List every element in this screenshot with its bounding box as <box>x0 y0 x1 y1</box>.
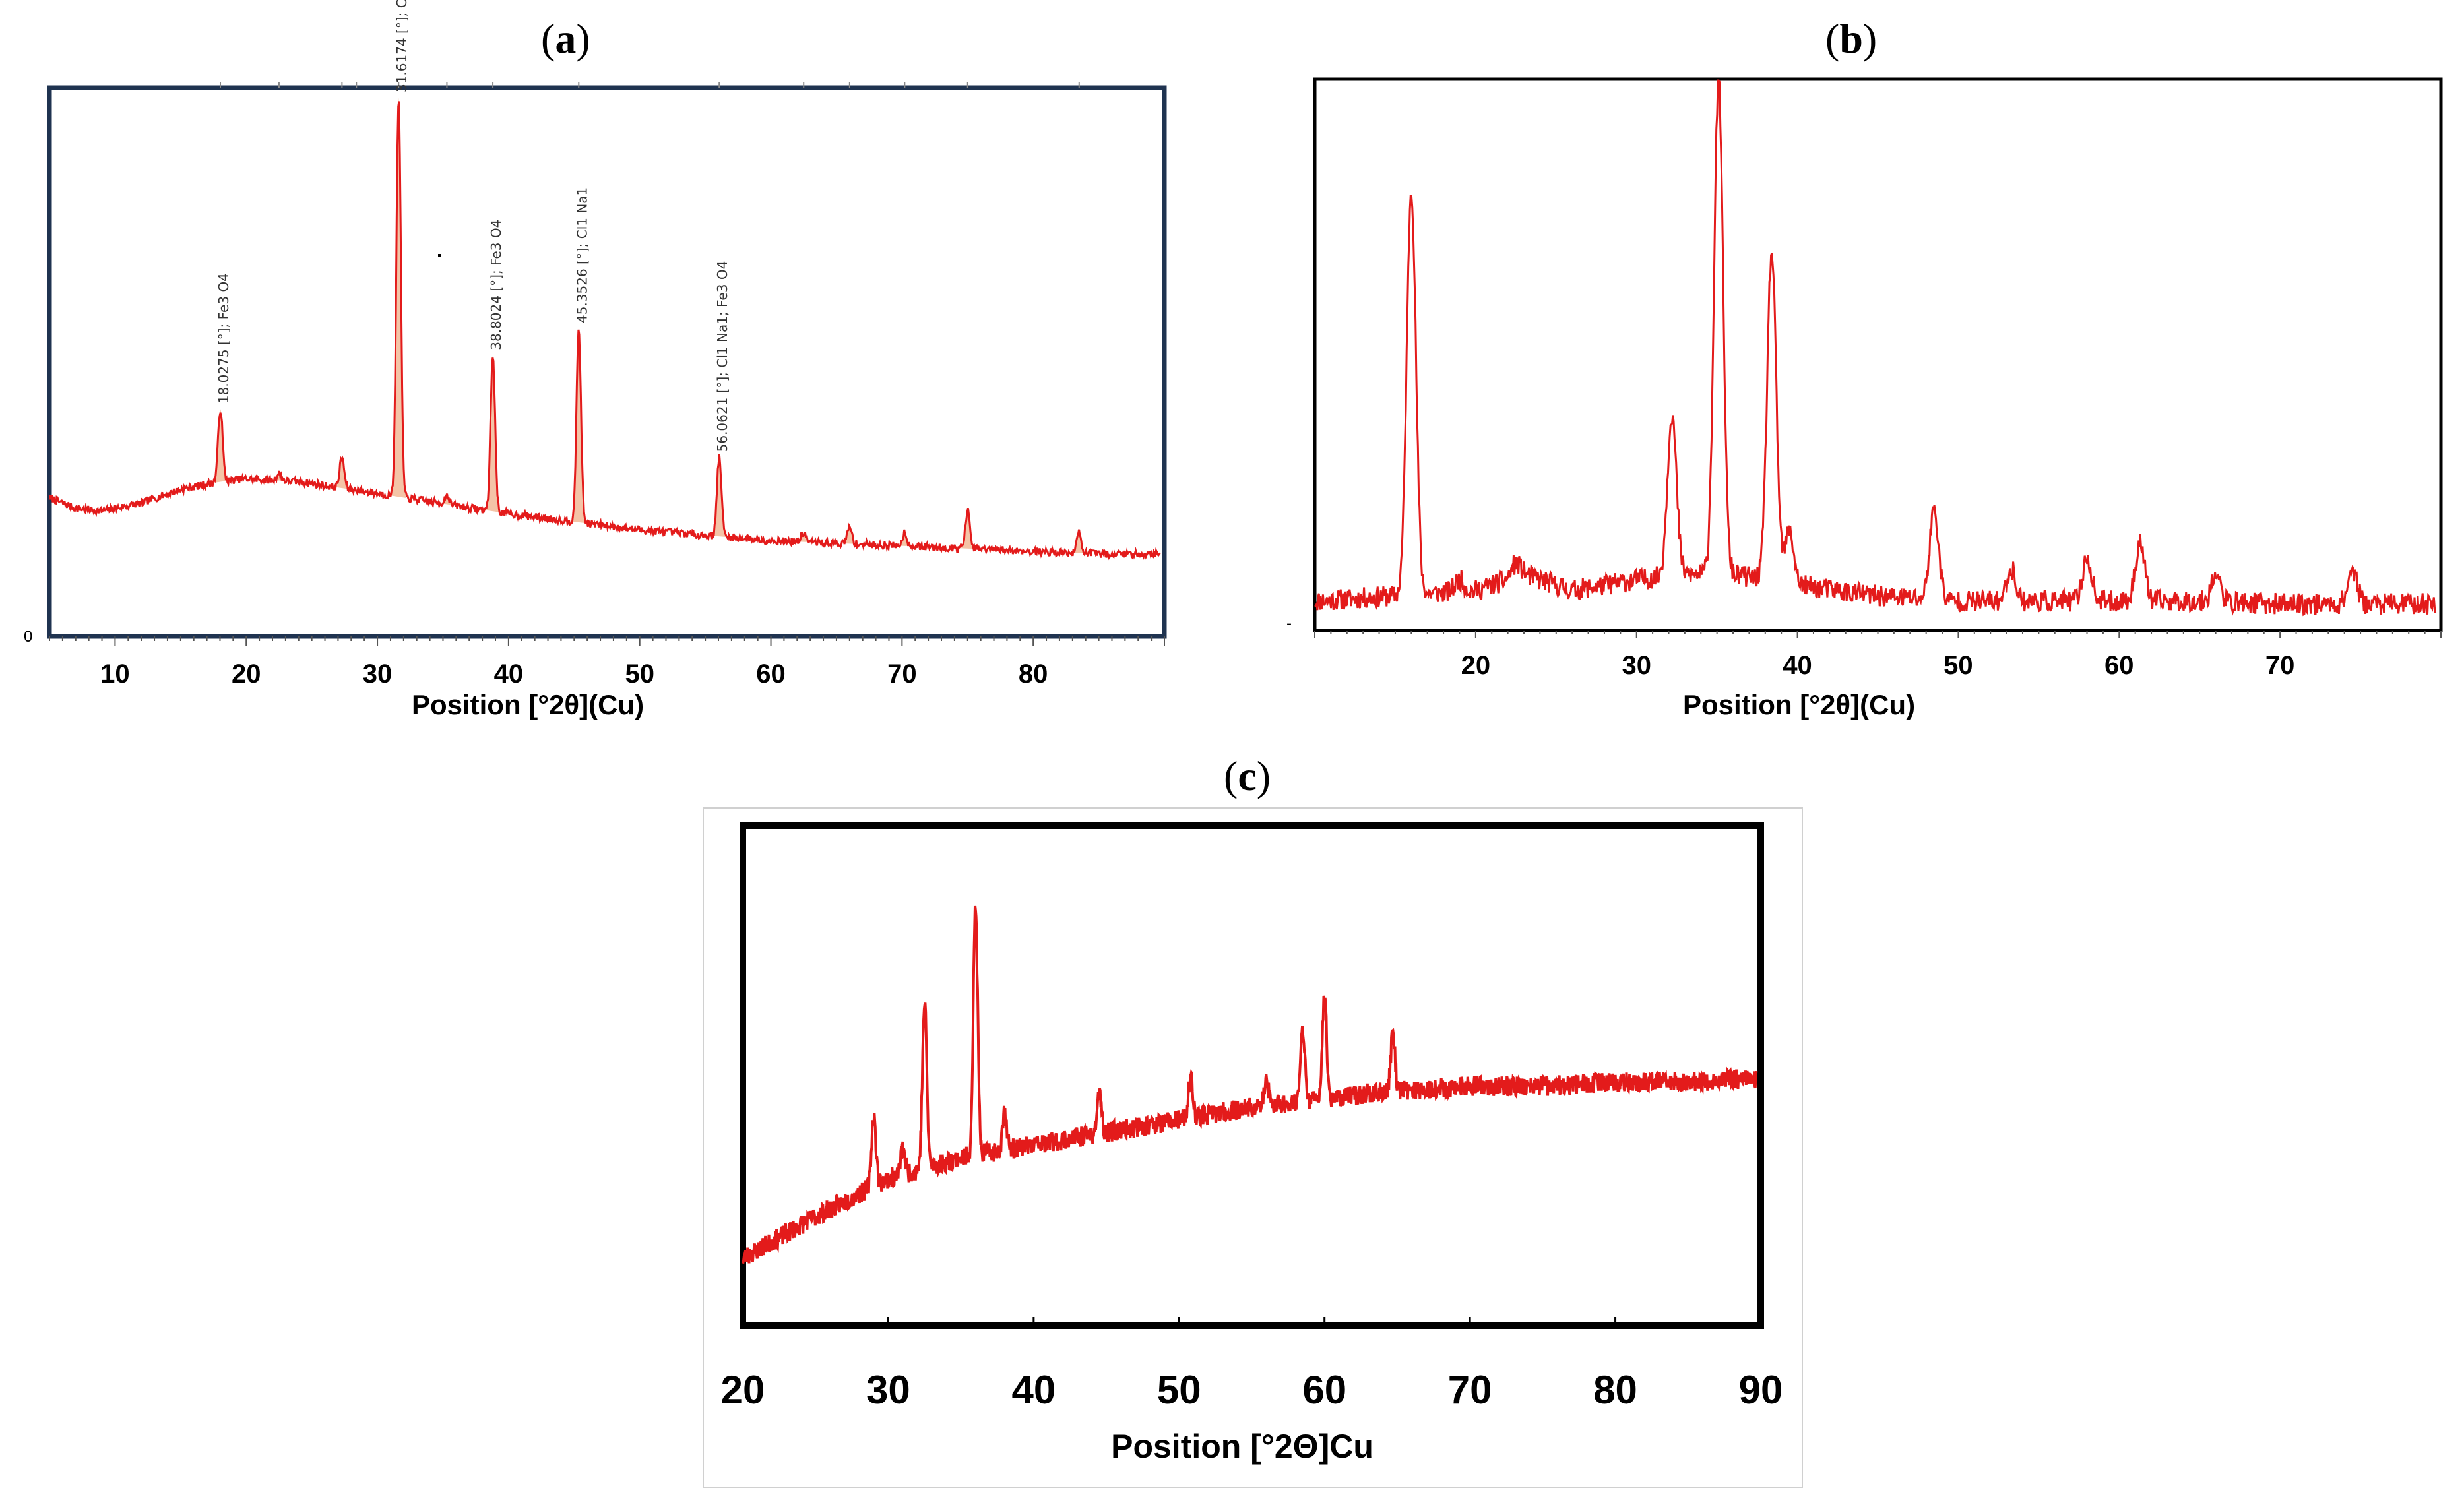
panel-c-x-tick-label: 20 <box>721 1368 765 1412</box>
panel-c-x-tick-label: 80 <box>1593 1368 1637 1412</box>
panel-a-peak-label-6: 38.8024 [°]; Fe3 O4 <box>488 220 504 350</box>
panel-b-x-tick-label: 70 <box>2265 651 2295 680</box>
panel-a-peak-fill-7 <box>571 328 587 524</box>
panel-a-x-tick-label: 10 <box>100 660 130 689</box>
panel-b-x-axis: 20 30 40 50 60 70 <box>1314 631 2442 680</box>
panel-a-peak-fill-0 <box>212 409 228 483</box>
panel-b-trace <box>1314 79 2437 617</box>
panel-c-x-axis: 20 30 40 50 60 70 80 90 <box>721 1317 1783 1412</box>
panel-a-reference-ticks <box>220 82 1080 88</box>
panel-a-x-tick-label: 80 <box>1019 660 1048 689</box>
panel-a-label: (a) <box>541 15 590 62</box>
panel-a-x-tick-label: 70 <box>887 660 917 689</box>
panel-a-x-tick-label: 40 <box>494 660 524 689</box>
panel-a-peak-fill-4 <box>391 98 407 499</box>
panel-c-chart: 20 30 40 50 60 70 80 90 Position [°2Θ]Cu <box>703 807 1803 1488</box>
panel-a-frame <box>47 85 1167 639</box>
panel-c-x-label: Position [°2Θ]Cu <box>1111 1428 1374 1465</box>
panel-a-marker-dot <box>438 254 441 257</box>
panel-b-x-label: Position [°2θ](Cu) <box>1683 689 1915 720</box>
panel-a-trace <box>48 101 1161 561</box>
panel-c-outer-border <box>703 807 1803 1488</box>
panel-c-x-tick-label: 50 <box>1157 1368 1201 1412</box>
panel-a-chart: 10 20 30 40 50 60 70 80 18.0275 [°]; Fe3 O4 31.6… <box>24 0 1167 720</box>
panel-b-chart: 20 30 40 50 60 70 - Position [°2θ](Cu) <box>1286 77 2443 720</box>
panel-a-x-tick-label: 60 <box>756 660 786 689</box>
panel-a-peak-label-8: 56.0621 [°]; Cl1 Na1; Fe3 O4 <box>714 261 730 452</box>
panel-a-peak-label-7: 45.3526 [°]; Cl1 Na1 <box>574 187 590 323</box>
panel-b-y-tick: - <box>1286 615 1292 632</box>
panel-c-x-tick-label: 60 <box>1302 1368 1346 1412</box>
panel-c-x-tick-label: 90 <box>1739 1368 1783 1412</box>
panel-a-peak-fill-10 <box>841 527 858 544</box>
panel-b-x-tick-label: 30 <box>1622 651 1651 680</box>
panel-c-label: (c) <box>1224 753 1271 799</box>
panel-b-x-tick-label: 40 <box>1783 651 1812 680</box>
panel-c-x-tick-label: 40 <box>1011 1368 1056 1412</box>
panel-c-x-tick-label: 70 <box>1448 1368 1492 1412</box>
panel-a-x-label: Position [°2θ](Cu) <box>412 689 644 720</box>
panel-a-x-tick-label: 20 <box>232 660 261 689</box>
panel-b-label: (b) <box>1825 15 1878 62</box>
panel-a-x-tick-label: 30 <box>363 660 393 689</box>
panel-c-x-tick-label: 30 <box>866 1368 910 1412</box>
panel-b-x-tick-label: 20 <box>1461 651 1491 680</box>
panel-a-peak-labels: 18.0275 [°]; Fe3 O4 31.6174 [°]; Cl1 Na1 3… <box>216 0 730 452</box>
panel-c-trace <box>742 905 1758 1264</box>
panel-a-peak-fills <box>212 98 1087 554</box>
panel-b-frame <box>1313 77 2443 632</box>
panel-a-peak-fill-12 <box>959 510 976 549</box>
panel-a-peak-label-4: 31.6174 [°]; Cl1 Na1 <box>394 0 410 92</box>
panel-b-x-tick-label: 50 <box>1943 651 1973 680</box>
panel-a-peak-fill-6 <box>485 355 501 512</box>
panel-a-peak-fill-8 <box>711 457 728 538</box>
panel-a-y-tick-0: 0 <box>24 628 32 646</box>
panel-a-x-axis: 10 20 30 40 50 60 70 80 <box>49 636 1165 689</box>
panel-a-peak-label-0: 18.0275 [°]; Fe3 O4 <box>216 273 232 404</box>
panel-b-x-tick-label: 60 <box>2104 651 2134 680</box>
panel-a-peak-fill-11 <box>897 532 913 547</box>
panel-a-x-tick-label: 50 <box>625 660 654 689</box>
panel-a-peak-fill-13 <box>1071 532 1087 554</box>
panel-c-frame <box>740 822 1764 1329</box>
